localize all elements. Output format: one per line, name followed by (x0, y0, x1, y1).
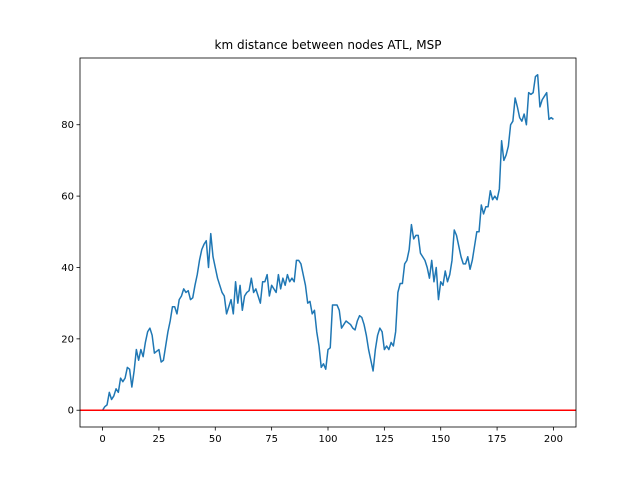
x-tick-label: 25 (153, 434, 166, 445)
y-tick-label: 80 (61, 120, 74, 131)
y-tick-label: 60 (61, 192, 74, 203)
x-tick-label: 125 (375, 434, 394, 445)
line-series (101, 74, 554, 411)
x-tick-label: 0 (99, 434, 105, 445)
x-tick-label: 50 (209, 434, 222, 445)
plot-frame (79, 57, 577, 428)
x-tick-label: 175 (488, 434, 507, 445)
y-tick-label: 40 (61, 263, 74, 274)
x-tick-label: 75 (265, 434, 278, 445)
y-tick-label: 0 (68, 406, 74, 417)
x-tick-label: 100 (318, 434, 337, 445)
chart-title: km distance between nodes ATL, MSP (215, 38, 442, 52)
y-tick-label: 20 (61, 334, 74, 345)
x-tick-label: 200 (544, 434, 563, 445)
x-tick-label: 150 (431, 434, 450, 445)
